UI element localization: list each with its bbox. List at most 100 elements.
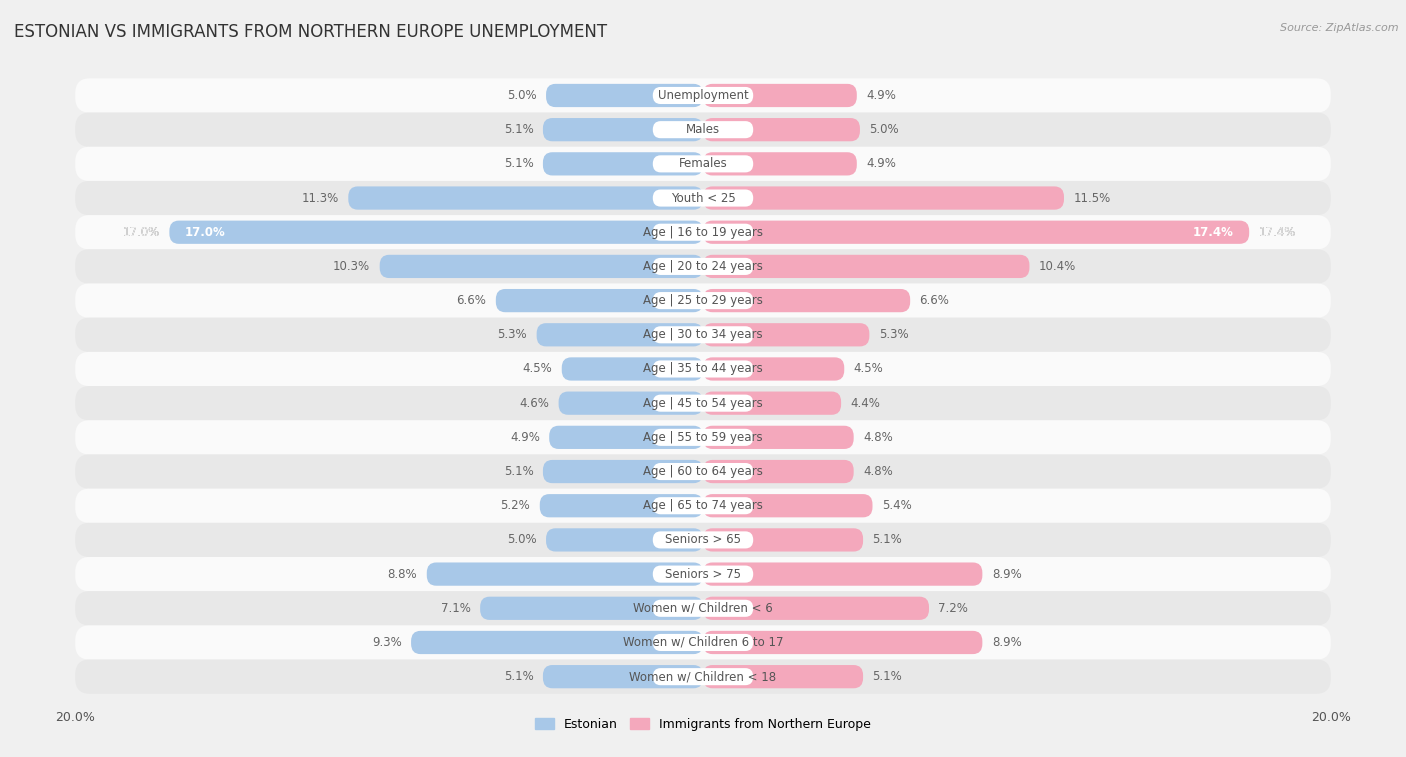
Text: Seniors > 65: Seniors > 65 — [665, 534, 741, 547]
FancyBboxPatch shape — [703, 323, 869, 347]
FancyBboxPatch shape — [703, 460, 853, 483]
Text: 8.8%: 8.8% — [388, 568, 418, 581]
FancyBboxPatch shape — [703, 255, 1029, 278]
Text: 10.4%: 10.4% — [1039, 260, 1076, 273]
FancyBboxPatch shape — [703, 494, 873, 517]
FancyBboxPatch shape — [550, 425, 703, 449]
Text: 5.1%: 5.1% — [503, 465, 533, 478]
FancyBboxPatch shape — [349, 186, 703, 210]
FancyBboxPatch shape — [703, 631, 983, 654]
Text: 4.5%: 4.5% — [853, 363, 883, 375]
Text: Age | 65 to 74 years: Age | 65 to 74 years — [643, 499, 763, 512]
Text: Women w/ Children < 18: Women w/ Children < 18 — [630, 670, 776, 683]
FancyBboxPatch shape — [75, 352, 1331, 386]
FancyBboxPatch shape — [652, 87, 754, 104]
Text: 17.4%: 17.4% — [1258, 226, 1296, 238]
FancyBboxPatch shape — [75, 249, 1331, 284]
FancyBboxPatch shape — [496, 289, 703, 312]
FancyBboxPatch shape — [380, 255, 703, 278]
FancyBboxPatch shape — [75, 557, 1331, 591]
FancyBboxPatch shape — [75, 318, 1331, 352]
Text: 7.1%: 7.1% — [441, 602, 471, 615]
Text: 5.1%: 5.1% — [873, 534, 903, 547]
FancyBboxPatch shape — [427, 562, 703, 586]
Text: 5.0%: 5.0% — [869, 123, 898, 136]
FancyBboxPatch shape — [75, 284, 1331, 318]
FancyBboxPatch shape — [703, 118, 860, 142]
Text: 5.1%: 5.1% — [503, 123, 533, 136]
FancyBboxPatch shape — [479, 597, 703, 620]
FancyBboxPatch shape — [703, 289, 910, 312]
FancyBboxPatch shape — [652, 600, 754, 617]
FancyBboxPatch shape — [558, 391, 703, 415]
Text: 4.8%: 4.8% — [863, 431, 893, 444]
FancyBboxPatch shape — [703, 84, 856, 107]
Text: Age | 30 to 34 years: Age | 30 to 34 years — [643, 329, 763, 341]
FancyBboxPatch shape — [540, 494, 703, 517]
FancyBboxPatch shape — [546, 84, 703, 107]
FancyBboxPatch shape — [75, 181, 1331, 215]
Text: Youth < 25: Youth < 25 — [671, 192, 735, 204]
Text: 4.8%: 4.8% — [863, 465, 893, 478]
FancyBboxPatch shape — [652, 223, 754, 241]
Text: Age | 16 to 19 years: Age | 16 to 19 years — [643, 226, 763, 238]
FancyBboxPatch shape — [652, 497, 754, 514]
FancyBboxPatch shape — [75, 215, 1331, 249]
Text: 17.0%: 17.0% — [186, 226, 226, 238]
Text: ESTONIAN VS IMMIGRANTS FROM NORTHERN EUROPE UNEMPLOYMENT: ESTONIAN VS IMMIGRANTS FROM NORTHERN EUR… — [14, 23, 607, 41]
FancyBboxPatch shape — [543, 118, 703, 142]
Text: 10.3%: 10.3% — [333, 260, 370, 273]
FancyBboxPatch shape — [411, 631, 703, 654]
FancyBboxPatch shape — [543, 152, 703, 176]
FancyBboxPatch shape — [652, 531, 754, 549]
Text: 5.2%: 5.2% — [501, 499, 530, 512]
FancyBboxPatch shape — [652, 668, 754, 685]
FancyBboxPatch shape — [652, 189, 754, 207]
Text: 4.4%: 4.4% — [851, 397, 880, 410]
FancyBboxPatch shape — [75, 147, 1331, 181]
Text: 11.5%: 11.5% — [1073, 192, 1111, 204]
FancyBboxPatch shape — [75, 113, 1331, 147]
FancyBboxPatch shape — [703, 562, 983, 586]
FancyBboxPatch shape — [169, 220, 703, 244]
FancyBboxPatch shape — [75, 420, 1331, 454]
Text: Females: Females — [679, 157, 727, 170]
FancyBboxPatch shape — [652, 121, 754, 139]
Text: 4.6%: 4.6% — [519, 397, 550, 410]
FancyBboxPatch shape — [703, 425, 853, 449]
FancyBboxPatch shape — [652, 565, 754, 583]
Text: 4.9%: 4.9% — [866, 157, 896, 170]
FancyBboxPatch shape — [537, 323, 703, 347]
FancyBboxPatch shape — [652, 428, 754, 446]
FancyBboxPatch shape — [652, 394, 754, 412]
FancyBboxPatch shape — [75, 523, 1331, 557]
FancyBboxPatch shape — [543, 460, 703, 483]
FancyBboxPatch shape — [562, 357, 703, 381]
FancyBboxPatch shape — [652, 463, 754, 480]
Text: 9.3%: 9.3% — [373, 636, 402, 649]
FancyBboxPatch shape — [75, 386, 1331, 420]
Text: 5.1%: 5.1% — [503, 670, 533, 683]
FancyBboxPatch shape — [703, 186, 1064, 210]
FancyBboxPatch shape — [703, 357, 844, 381]
Text: Age | 35 to 44 years: Age | 35 to 44 years — [643, 363, 763, 375]
Text: Age | 25 to 29 years: Age | 25 to 29 years — [643, 294, 763, 307]
Text: 5.3%: 5.3% — [879, 329, 908, 341]
Text: Women w/ Children < 6: Women w/ Children < 6 — [633, 602, 773, 615]
Text: Age | 55 to 59 years: Age | 55 to 59 years — [643, 431, 763, 444]
FancyBboxPatch shape — [652, 634, 754, 651]
Text: 5.3%: 5.3% — [498, 329, 527, 341]
FancyBboxPatch shape — [75, 591, 1331, 625]
FancyBboxPatch shape — [703, 665, 863, 688]
FancyBboxPatch shape — [703, 220, 1249, 244]
Text: 5.1%: 5.1% — [503, 157, 533, 170]
Text: Source: ZipAtlas.com: Source: ZipAtlas.com — [1281, 23, 1399, 33]
FancyBboxPatch shape — [652, 360, 754, 378]
Text: 17.0%: 17.0% — [122, 226, 160, 238]
Text: 17.4%: 17.4% — [1258, 226, 1296, 238]
Text: 6.6%: 6.6% — [920, 294, 949, 307]
Text: 7.2%: 7.2% — [938, 602, 969, 615]
FancyBboxPatch shape — [75, 488, 1331, 523]
Text: Age | 20 to 24 years: Age | 20 to 24 years — [643, 260, 763, 273]
Text: 17.4%: 17.4% — [1192, 226, 1233, 238]
